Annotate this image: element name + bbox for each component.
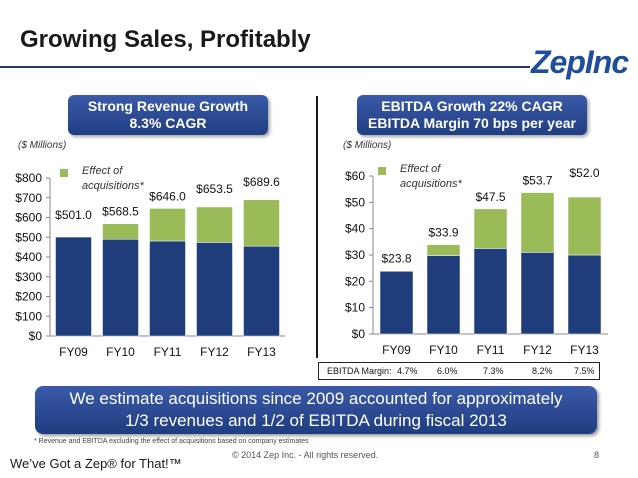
revenue-legend-label: Effect of	[82, 165, 123, 177]
ebitda-data-label: $47.5	[475, 190, 505, 204]
ebitda-margin-fy12: 8.2%	[532, 366, 553, 376]
revenue-acquisition-bar	[149, 208, 186, 242]
ebitda-margin-fy11: 7.3%	[483, 366, 504, 376]
ebitda-base-bar	[473, 248, 508, 335]
ebitda-x-tick-label: FY09	[382, 343, 411, 357]
revenue-x-tick-label: FY10	[106, 345, 135, 359]
ebitda-margin-fy10: 6.0%	[437, 366, 458, 376]
ebitda-x-tick-label: FY12	[523, 343, 552, 357]
revenue-x-tick-label: FY11	[154, 345, 182, 359]
ebitda-legend-label: Effect of	[400, 163, 441, 175]
revenue-data-label: $568.5	[102, 205, 139, 219]
ebitda-legend-label: acquisitions*	[400, 178, 462, 190]
revenue-base-bar	[102, 238, 139, 337]
revenue-legend-label: acquisitions*	[82, 180, 144, 192]
revenue-y-tick-label: $500	[15, 230, 42, 244]
revenue-base-bar	[243, 245, 280, 337]
ebitda-banner-line1: EBITDA Growth 22% CAGR	[381, 98, 563, 114]
logo-suffix: Inc	[584, 44, 629, 80]
ebitda-base-bar	[520, 252, 555, 335]
ebitda-acquisition-bar	[520, 192, 555, 253]
revenue-units-note: ($ Millions)	[18, 140, 67, 151]
revenue-y-tick-label: $0	[29, 329, 43, 343]
ebitda-y-tick-label: $20	[345, 274, 365, 288]
revenue-y-tick-label: $600	[15, 211, 42, 225]
ebitda-banner-line2: EBITDA Margin 70 bps per year	[368, 115, 576, 131]
revenue-y-tick-label: $200	[15, 290, 42, 304]
logo-main: Zep	[531, 44, 586, 80]
revenue-growth-banner: Strong Revenue Growth 8.3% CAGR	[68, 95, 268, 135]
revenue-acquisition-bar	[243, 199, 280, 247]
ebitda-y-tick-label: $60	[345, 169, 365, 183]
revenue-banner-line1: Strong Revenue Growth	[87, 98, 249, 114]
page-title: Growing Sales, Profitably	[20, 26, 311, 53]
ebitda-y-tick-label: $10	[345, 301, 365, 315]
ebitda-x-tick-label: FY13	[570, 343, 599, 357]
ebitda-data-label: $53.7	[522, 174, 552, 188]
ebitda-acquisition-bar	[567, 196, 602, 256]
ebitda-acquisition-bar	[426, 244, 461, 256]
footnote: * Revenue and EBITDA excluding the effec…	[34, 438, 309, 445]
revenue-x-tick-label: FY13	[247, 345, 276, 359]
revenue-acquisition-bar	[102, 223, 139, 240]
page-number: 8	[594, 450, 600, 460]
ebitda-legend-swatch	[378, 167, 386, 175]
revenue-y-tick-label: $300	[15, 270, 42, 284]
ebitda-units-note: ($ Millions)	[343, 140, 392, 151]
revenue-y-tick-label: $400	[15, 250, 42, 264]
revenue-data-label: $653.5	[196, 182, 233, 196]
revenue-y-tick-label: $100	[15, 309, 42, 323]
ebitda-base-bar	[426, 255, 461, 335]
callout-line2: 1/3 revenues and 1/2 of EBITDA during fi…	[125, 411, 507, 430]
revenue-data-label: $646.0	[149, 189, 186, 203]
revenue-base-bar	[196, 242, 233, 337]
ebitda-x-tick-label: FY10	[429, 343, 458, 357]
revenue-x-tick-label: FY09	[59, 345, 88, 359]
ebitda-y-tick-label: $40	[345, 222, 365, 236]
revenue-base-bar	[149, 240, 186, 337]
revenue-acquisition-bar	[196, 206, 233, 243]
revenue-data-label: $689.6	[243, 175, 280, 189]
revenue-legend-swatch	[60, 169, 68, 177]
ebitda-y-tick-label: $50	[345, 195, 365, 209]
ebitda-growth-banner: EBITDA Growth 22% CAGR EBITDA Margin 70 …	[357, 95, 587, 135]
acquisitions-callout: We estimate acquisitions since 2009 acco…	[35, 386, 597, 434]
ebitda-data-label: $23.8	[381, 251, 411, 265]
ebitda-margin-fy13: 7.5%	[574, 366, 595, 376]
revenue-y-tick-label: $800	[15, 171, 42, 185]
title-divider	[0, 66, 530, 68]
ebitda-base-bar	[567, 254, 602, 335]
ebitda-data-label: $33.9	[428, 226, 458, 240]
ebitda-x-tick-label: FY11	[477, 343, 505, 357]
ebitda-acquisition-bar	[473, 208, 508, 249]
ebitda-base-bar	[379, 271, 414, 335]
panel-divider	[316, 96, 318, 358]
revenue-base-bar	[55, 236, 92, 337]
revenue-y-tick-label: $700	[15, 191, 42, 205]
ebitda-y-tick-label: $30	[345, 248, 365, 262]
copyright: © 2014 Zep Inc. - All rights reserved.	[232, 450, 379, 460]
ebitda-data-label: $52.0	[569, 166, 599, 180]
ebitda-margin-table: EBITDA Margin: 4.7% 6.0% 7.3% 8.2% 7.5%	[318, 362, 600, 380]
zep-logo: ZepInc	[531, 44, 629, 81]
ebitda-margin-label: EBITDA Margin:	[327, 366, 392, 376]
ebitda-y-tick-label: $0	[352, 327, 366, 341]
ebitda-margin-fy09: 4.7%	[397, 366, 418, 376]
revenue-x-tick-label: FY12	[200, 345, 229, 359]
revenue-banner-line2: 8.3% CAGR	[129, 115, 207, 131]
tagline: We’ve Got a Zep® for That!™	[10, 456, 182, 471]
revenue-data-label: $501.0	[55, 208, 92, 222]
callout-line1: We estimate acquisitions since 2009 acco…	[69, 389, 563, 408]
